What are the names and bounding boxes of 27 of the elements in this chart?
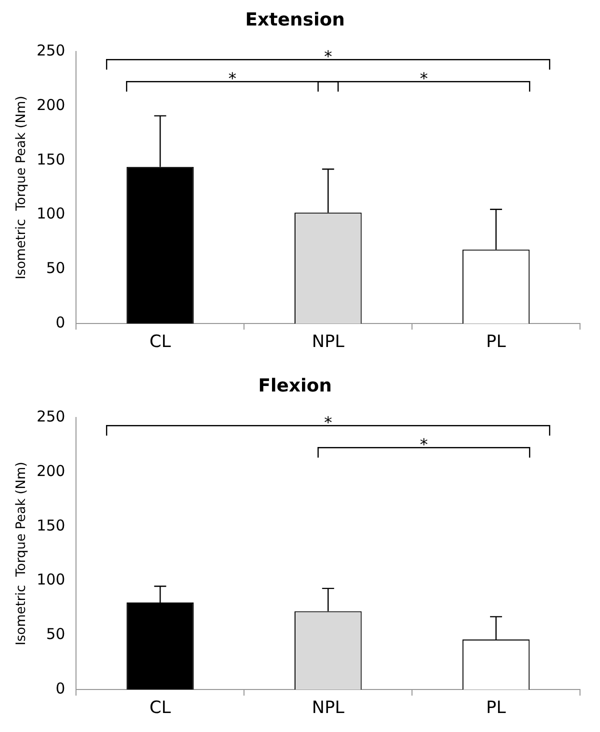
annotation: * bbox=[324, 412, 332, 432]
y-tick-label: 150 bbox=[36, 150, 66, 168]
y-tick-label: 100 bbox=[36, 570, 66, 589]
x-tick-label: CL bbox=[150, 332, 172, 352]
y-tick-label: 200 bbox=[36, 462, 66, 480]
x-tick-label: PL bbox=[486, 332, 506, 352]
annotation: * bbox=[420, 434, 428, 454]
x-tick-label: NPL bbox=[312, 332, 345, 352]
annotation: * bbox=[420, 68, 428, 88]
y-tick-label: 50 bbox=[46, 259, 66, 278]
y-tick-label: 150 bbox=[36, 516, 66, 534]
y-axis-title: Isometric Torque Peak (Nm) bbox=[14, 96, 30, 280]
y-tick-label: 50 bbox=[46, 625, 66, 644]
y-tick-label: 200 bbox=[36, 96, 66, 114]
x-tick-label: CL bbox=[150, 698, 172, 718]
annotation: * bbox=[324, 46, 332, 66]
y-tick-label: 250 bbox=[36, 41, 66, 60]
chart-title: Extension bbox=[245, 9, 345, 30]
y-tick-label: 0 bbox=[56, 313, 66, 332]
x-tick-label: NPL bbox=[312, 698, 345, 718]
y-tick-label: 250 bbox=[36, 407, 66, 426]
y-axis-title: Isometric Torque Peak (Nm) bbox=[14, 462, 30, 646]
x-tick-label: PL bbox=[486, 698, 506, 718]
chart-title: Flexion bbox=[258, 375, 332, 396]
y-tick-label: 0 bbox=[56, 679, 66, 698]
y-tick-label: 100 bbox=[36, 204, 66, 223]
annotation: * bbox=[228, 68, 236, 88]
